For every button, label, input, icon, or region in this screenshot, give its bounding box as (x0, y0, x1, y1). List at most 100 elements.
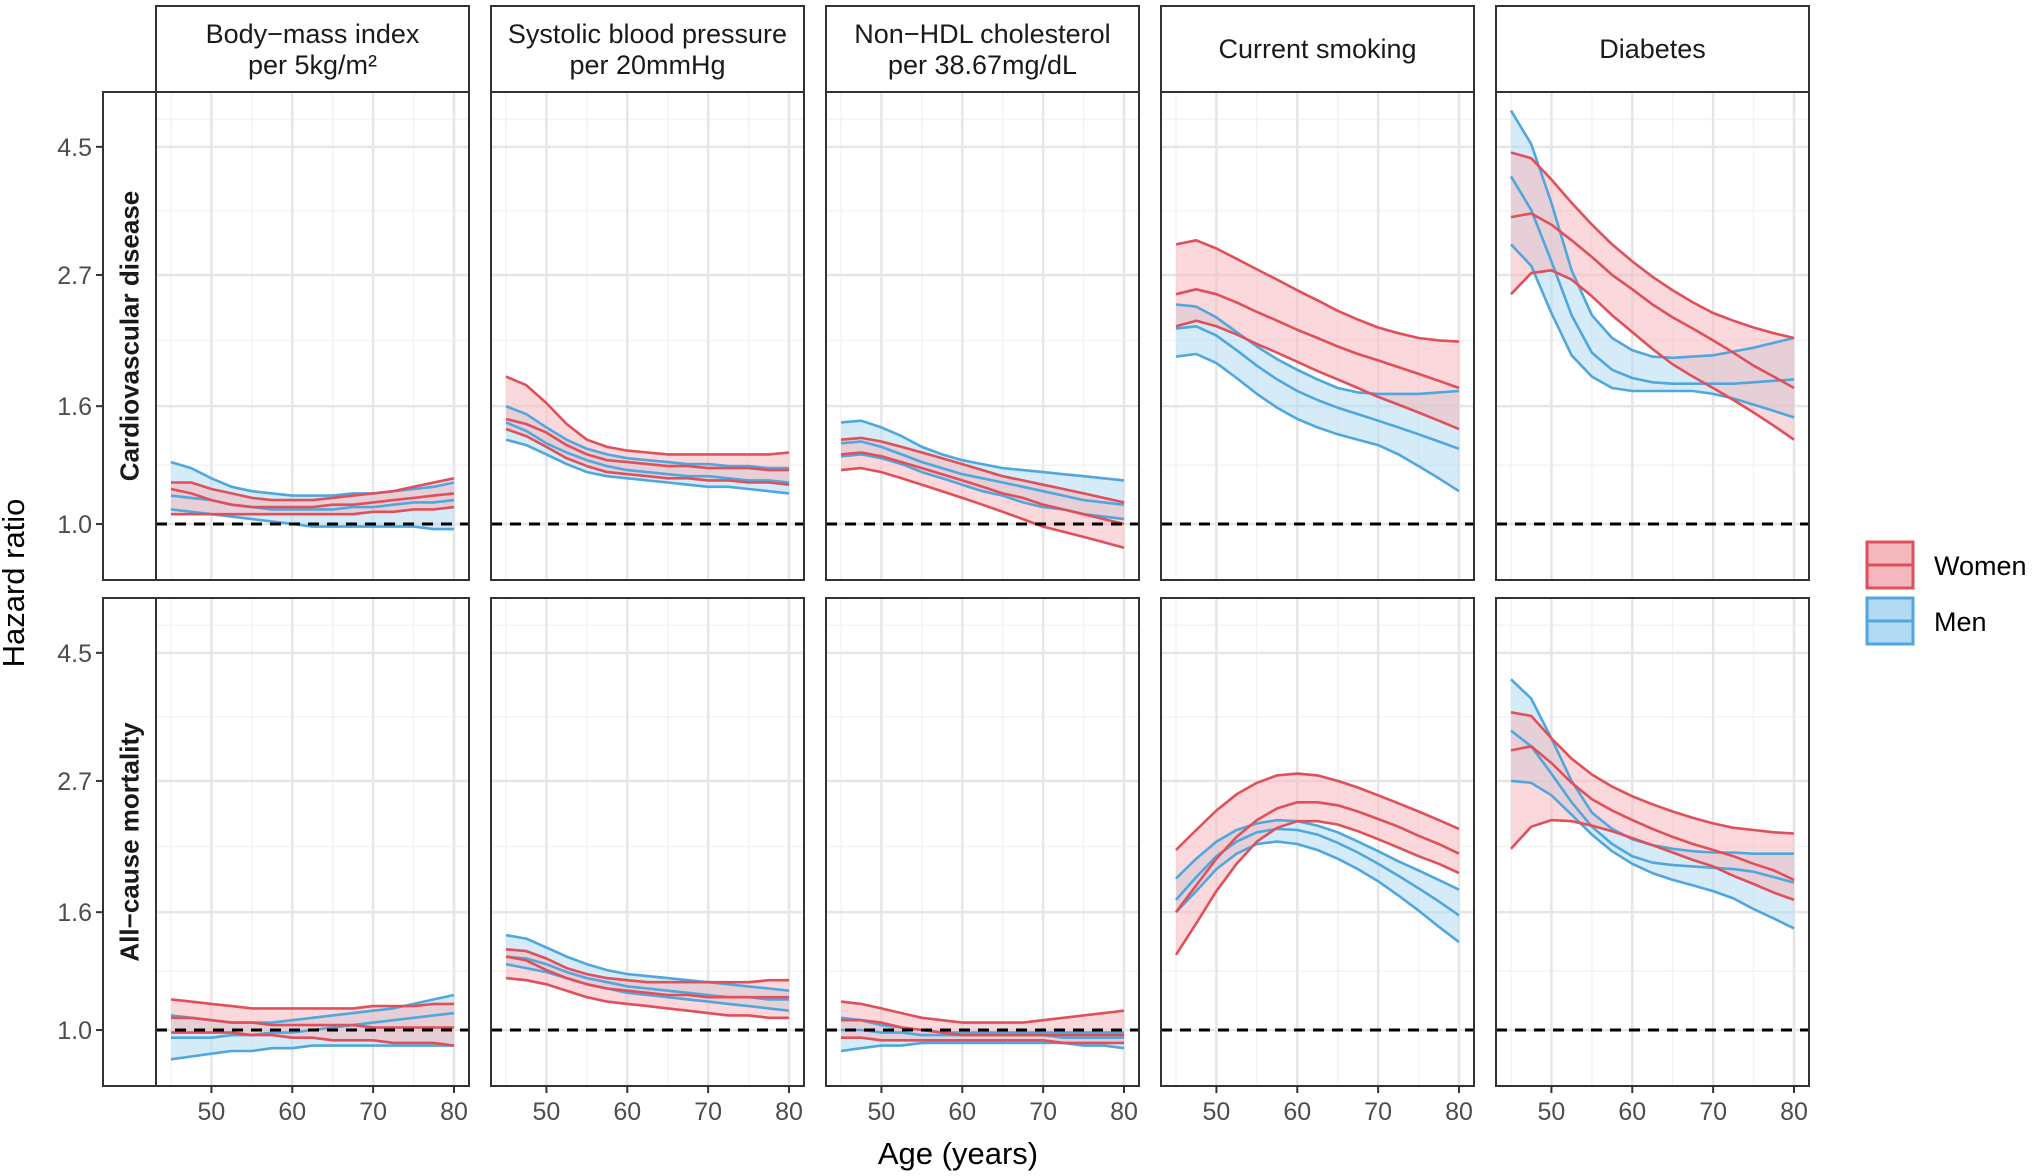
x-tick-label: 70 (1699, 1098, 1727, 1126)
x-tick-label: 80 (440, 1098, 468, 1126)
men-ci-band (1176, 304, 1459, 492)
women-upper-bound-line (1175, 772, 1460, 851)
x-tick-label: 60 (613, 1098, 641, 1126)
women-upper-bound-line (170, 998, 454, 1010)
panel-r2-c2 (490, 597, 805, 1087)
men-estimate-line (1509, 175, 1795, 386)
women-estimate-line (841, 1018, 1124, 1037)
strip-box (1160, 5, 1475, 93)
men-ci-band (1511, 110, 1794, 418)
women-upper-bound-line (171, 477, 455, 502)
x-tick-label: 70 (1029, 1098, 1057, 1126)
panel-r1-c5 (1495, 91, 1810, 581)
women-estimate-line (505, 417, 789, 472)
women-ci-band (1176, 773, 1459, 955)
x-tick-label: 60 (948, 1098, 976, 1126)
y-tick-label: 2.7 (57, 262, 92, 290)
row-strip-box (102, 597, 157, 1087)
men-upper-bound-line (840, 1016, 1124, 1034)
men-ci-band (1176, 820, 1459, 943)
legend-label-men: Men (1934, 607, 1987, 637)
y-tick-label: 1.6 (57, 393, 92, 421)
women-estimate-line (171, 1016, 454, 1029)
panel-border (490, 597, 805, 1087)
women-upper-bound-line (505, 375, 790, 456)
women-upper-bound-line (840, 436, 1125, 504)
men-upper-bound-line (170, 460, 455, 497)
women-estimate-line (505, 955, 789, 999)
women-upper-bound-line (505, 948, 789, 984)
x-tick-label: 80 (775, 1098, 803, 1126)
y-axis-title: Hazard ratio (0, 499, 31, 668)
men-lower-bound-line (1175, 352, 1460, 493)
row-strips: Cardiovascular disease All−cause mortalit… (102, 91, 157, 1087)
x-tick-label: 70 (694, 1098, 722, 1126)
women-lower-bound-line (505, 976, 789, 1020)
women-ci-band (1176, 240, 1459, 430)
y-tick-label: 1.6 (57, 899, 92, 927)
men-lower-bound-line (1510, 243, 1795, 419)
x-tick-label: 50 (868, 1098, 896, 1126)
panel-r2-c5 (1495, 597, 1810, 1087)
y-tick-label: 1.0 (57, 1017, 92, 1045)
x-tick-label: 60 (278, 1098, 306, 1126)
strip-title: Current smoking (1218, 34, 1416, 64)
men-lower-bound-line (840, 1041, 1125, 1053)
women-lower-bound-line (505, 427, 790, 486)
panel-border (1495, 597, 1810, 1087)
strip-box (490, 5, 805, 93)
x-axis-title: Age (years) (878, 1136, 1038, 1171)
men-estimate-line (1510, 729, 1795, 884)
x-tick-label: 80 (1780, 1098, 1808, 1126)
row-strip-label: All−cause mortality (115, 722, 145, 962)
men-estimate-line (1175, 324, 1460, 451)
x-tick-label: 60 (1618, 1098, 1646, 1126)
y-tick-label: 1.0 (57, 511, 92, 539)
women-lower-bound-line (171, 1031, 455, 1047)
x-tick-label: 80 (1445, 1098, 1473, 1126)
row-strip-label: Cardiovascular disease (115, 191, 145, 482)
x-tick-label: 60 (1283, 1098, 1311, 1126)
strip-title: Diabetes (1599, 34, 1706, 64)
strip-title-line1: Non−HDL cholesterol (854, 19, 1110, 49)
panel-r1-c1 (155, 91, 470, 581)
panel-r1-c3 (825, 91, 1140, 581)
women-ci-band (1511, 152, 1794, 440)
men-upper-bound-line (1175, 818, 1460, 891)
panel-r1-c2 (490, 91, 805, 581)
x-axis: 50 60 70 80 50 60 70 80 50 60 70 80 50 60 70 80 50 60 70 80 (198, 1086, 1808, 1126)
women-lower-bound-line (1174, 819, 1460, 956)
strip-title-line1: Systolic blood pressure (508, 19, 787, 49)
men-lower-bound-line (1510, 779, 1795, 930)
women-estimate-line (1175, 287, 1460, 390)
women-ci-band (171, 999, 454, 1046)
strip-box (825, 5, 1140, 93)
panel-r2-c3 (825, 597, 1140, 1087)
men-upper-bound-line (505, 933, 790, 992)
women-estimate-line (170, 487, 455, 509)
x-tick-label: 50 (198, 1098, 226, 1126)
women-estimate-line (1510, 212, 1795, 390)
women-ci-band (506, 949, 789, 1018)
legend: Women Men (1865, 540, 2027, 646)
panel-background (826, 598, 1139, 1086)
y-tick-label: 2.7 (57, 768, 92, 796)
men-lower-bound-line (505, 438, 790, 495)
panel-border (1160, 597, 1475, 1087)
men-upper-bound-line (1509, 109, 1795, 360)
row-strip-1: Cardiovascular disease (102, 91, 157, 581)
women-lower-bound-line (841, 1036, 1124, 1045)
panel-r1-c4 (1160, 91, 1475, 581)
x-tick-label: 50 (1538, 1098, 1566, 1126)
panel-background (491, 92, 804, 580)
x-tick-label: 50 (1203, 1098, 1231, 1126)
row-strip-2: All−cause mortality (102, 597, 157, 1087)
strip-box (1495, 5, 1810, 93)
men-upper-bound-line (840, 419, 1125, 482)
women-upper-bound-line (1175, 239, 1460, 343)
women-lower-bound-line (171, 505, 455, 516)
strip-title-line2: per 38.67mg/dL (888, 50, 1077, 80)
